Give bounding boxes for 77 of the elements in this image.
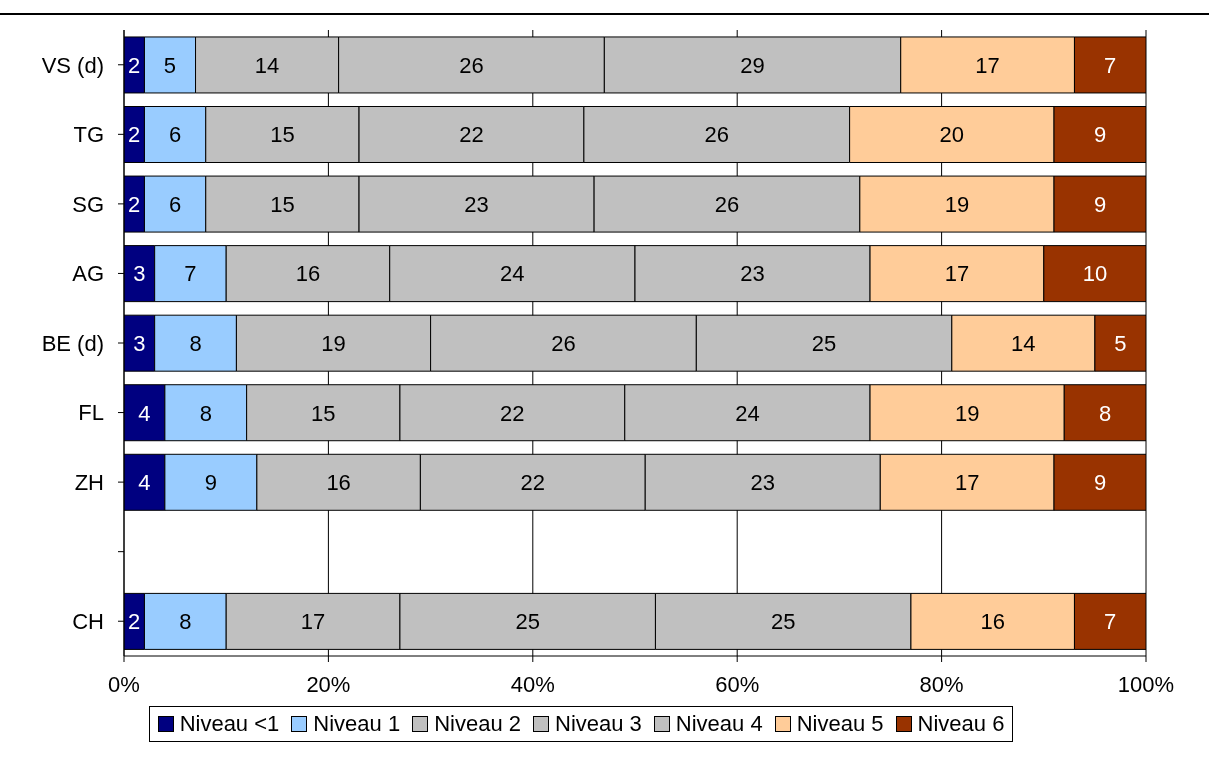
data-label: 20 bbox=[939, 122, 965, 148]
data-label: 23 bbox=[750, 470, 775, 496]
data-label: 19 bbox=[321, 330, 346, 356]
data-label: 23 bbox=[740, 261, 765, 287]
legend-label: Niveau 4 bbox=[675, 711, 763, 737]
legend-label: Niveau 5 bbox=[796, 711, 884, 737]
x-tick-label: 40% bbox=[510, 671, 555, 697]
data-label: 7 bbox=[1104, 609, 1117, 635]
data-label: 7 bbox=[184, 261, 197, 287]
data-label: 5 bbox=[163, 52, 177, 78]
data-label: 2 bbox=[128, 52, 141, 78]
data-label: 3 bbox=[133, 330, 146, 356]
data-label: 5 bbox=[1114, 330, 1127, 356]
data-label: 24 bbox=[500, 261, 525, 287]
legend-label: Niveau 3 bbox=[555, 711, 642, 737]
data-label: 15 bbox=[311, 400, 336, 426]
data-label: 15 bbox=[270, 191, 295, 217]
data-label: 4 bbox=[138, 470, 151, 496]
data-label: 2 bbox=[128, 122, 141, 148]
data-label: 8 bbox=[199, 400, 212, 426]
data-label: 26 bbox=[459, 52, 484, 78]
data-label: 22 bbox=[520, 470, 546, 496]
y-tick-label: VS (d) bbox=[41, 52, 104, 78]
data-label: 4 bbox=[138, 400, 151, 426]
data-label: 7 bbox=[1104, 52, 1117, 78]
legend-label: Niveau 1 bbox=[313, 711, 401, 737]
data-label: 6 bbox=[168, 191, 182, 217]
data-label: 25 bbox=[515, 609, 540, 635]
legend-label: Niveau <1 bbox=[179, 711, 280, 737]
data-label: 16 bbox=[326, 470, 351, 496]
data-label: 3 bbox=[133, 261, 146, 287]
data-label: 22 bbox=[459, 122, 484, 148]
legend-label: Niveau 2 bbox=[434, 711, 521, 737]
data-label: 8 bbox=[1098, 400, 1112, 426]
data-label: 25 bbox=[811, 330, 837, 356]
x-tick-label: 20% bbox=[306, 671, 351, 697]
x-tick-label: 0% bbox=[108, 671, 140, 697]
x-tick-label: 60% bbox=[715, 671, 760, 697]
y-tick-label: SG bbox=[72, 191, 104, 217]
y-tick-label: TG bbox=[73, 122, 104, 148]
data-label: 10 bbox=[1082, 261, 1108, 287]
x-tick-label: 80% bbox=[919, 671, 964, 697]
y-tick-label: FL bbox=[78, 400, 104, 426]
data-label: 16 bbox=[295, 261, 321, 287]
data-label: 8 bbox=[179, 609, 192, 635]
data-label: 17 bbox=[954, 470, 980, 496]
data-label: 17 bbox=[944, 261, 970, 287]
data-label: 19 bbox=[954, 400, 980, 426]
data-label: 2 bbox=[128, 191, 141, 217]
data-label: 16 bbox=[980, 609, 1005, 635]
data-label: 19 bbox=[944, 191, 970, 217]
data-label: 9 bbox=[204, 470, 217, 496]
y-tick-label: BE (d) bbox=[41, 330, 104, 356]
data-label: 25 bbox=[770, 609, 796, 635]
data-label: 14 bbox=[254, 52, 280, 78]
data-label: 26 bbox=[704, 122, 729, 148]
legend-label: Niveau 6 bbox=[917, 711, 1005, 737]
x-tick-label: 100% bbox=[1117, 671, 1175, 697]
data-label: 24 bbox=[735, 400, 760, 426]
data-label: 26 bbox=[714, 191, 740, 217]
y-tick-label: CH bbox=[72, 609, 104, 635]
data-label: 22 bbox=[500, 400, 525, 426]
data-label: 8 bbox=[189, 330, 202, 356]
data-label: 6 bbox=[168, 122, 182, 148]
data-label: 26 bbox=[551, 330, 576, 356]
data-label: 15 bbox=[270, 122, 295, 148]
data-label: 9 bbox=[1093, 191, 1107, 217]
data-label: 23 bbox=[464, 191, 489, 217]
data-label: 9 bbox=[1093, 470, 1107, 496]
data-label: 29 bbox=[740, 52, 765, 78]
data-label: 9 bbox=[1093, 122, 1107, 148]
data-label: 2 bbox=[128, 609, 141, 635]
data-label: 17 bbox=[975, 52, 1000, 78]
data-label: 17 bbox=[300, 609, 326, 635]
data-label: 14 bbox=[1011, 330, 1036, 356]
y-tick-label: ZH bbox=[74, 469, 104, 495]
y-tick-label: AG bbox=[72, 261, 104, 287]
